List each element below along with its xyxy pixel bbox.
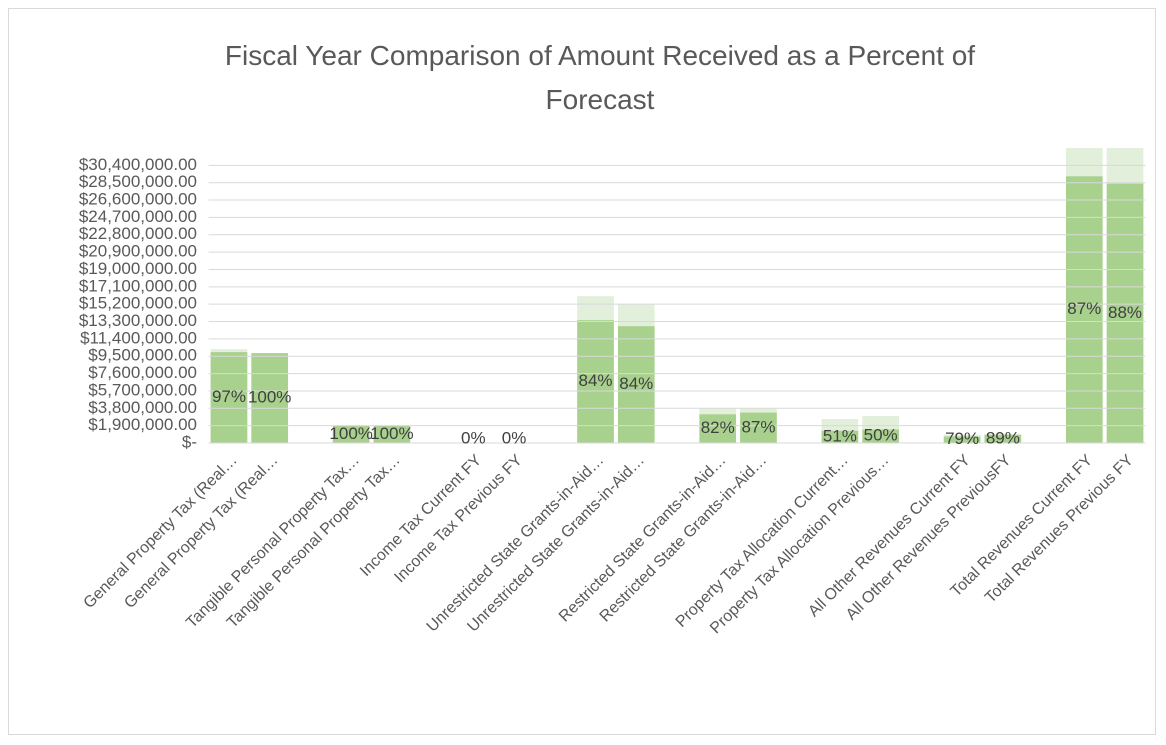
y-tick-label: $19,000,000.00 xyxy=(79,259,197,278)
data-label: 100% xyxy=(329,424,372,443)
y-tick-label: $11,400,000.00 xyxy=(80,328,197,347)
bar xyxy=(740,412,777,443)
bar xyxy=(1065,176,1103,444)
y-tick-label: $5,700,000.00 xyxy=(88,380,197,399)
plot-area xyxy=(210,148,1144,444)
bar xyxy=(373,426,411,443)
y-tick-label: $28,500,000.00 xyxy=(79,172,197,191)
data-label: 88% xyxy=(1108,303,1142,322)
y-tick-label: $26,600,000.00 xyxy=(79,190,197,209)
bar xyxy=(943,436,981,443)
bar xyxy=(617,326,655,443)
bar xyxy=(984,434,1022,443)
bar xyxy=(862,429,899,443)
data-label: 50% xyxy=(864,426,898,445)
chart-frame xyxy=(8,8,1156,735)
data-label: 89% xyxy=(986,428,1020,447)
y-tick-label: $1,900,000.00 xyxy=(88,415,197,434)
data-label: 84% xyxy=(619,374,653,393)
y-tick-label: $3,800,000.00 xyxy=(88,398,197,417)
bar xyxy=(821,430,859,443)
y-tick-label: $20,900,000.00 xyxy=(79,242,197,261)
bar xyxy=(1106,183,1144,443)
x-tick-label: Total Revenues Previous FY xyxy=(982,452,1137,607)
data-label: 51% xyxy=(823,426,857,445)
data-label: 87% xyxy=(741,417,775,436)
data-label: 0% xyxy=(461,428,486,447)
y-tick-label: $7,600,000.00 xyxy=(88,363,197,382)
y-tick-label: $- xyxy=(182,432,197,451)
bar xyxy=(577,320,614,443)
y-tick-label: $9,500,000.00 xyxy=(88,346,197,365)
chart-title: Fiscal Year Comparison of Amount Receive… xyxy=(224,40,976,115)
data-label: 82% xyxy=(701,418,735,437)
bar xyxy=(332,426,370,443)
bar xyxy=(251,353,289,443)
data-label: 84% xyxy=(579,371,613,390)
bar xyxy=(210,352,248,443)
data-label: 87% xyxy=(1067,299,1101,318)
bar xyxy=(699,414,737,443)
y-tick-label: $24,700,000.00 xyxy=(79,207,197,226)
data-label: 0% xyxy=(502,428,527,447)
data-label: 100% xyxy=(248,388,291,407)
y-tick-label: $13,300,000.00 xyxy=(79,311,197,330)
data-label: 97% xyxy=(212,387,246,406)
y-tick-label: $30,400,000.00 xyxy=(79,155,197,174)
y-tick-label: $22,800,000.00 xyxy=(79,224,197,243)
data-label: 100% xyxy=(370,424,413,443)
y-tick-label: $15,200,000.00 xyxy=(79,294,197,313)
data-label: 79% xyxy=(945,429,979,448)
y-tick-label: $17,100,000.00 xyxy=(79,276,197,295)
